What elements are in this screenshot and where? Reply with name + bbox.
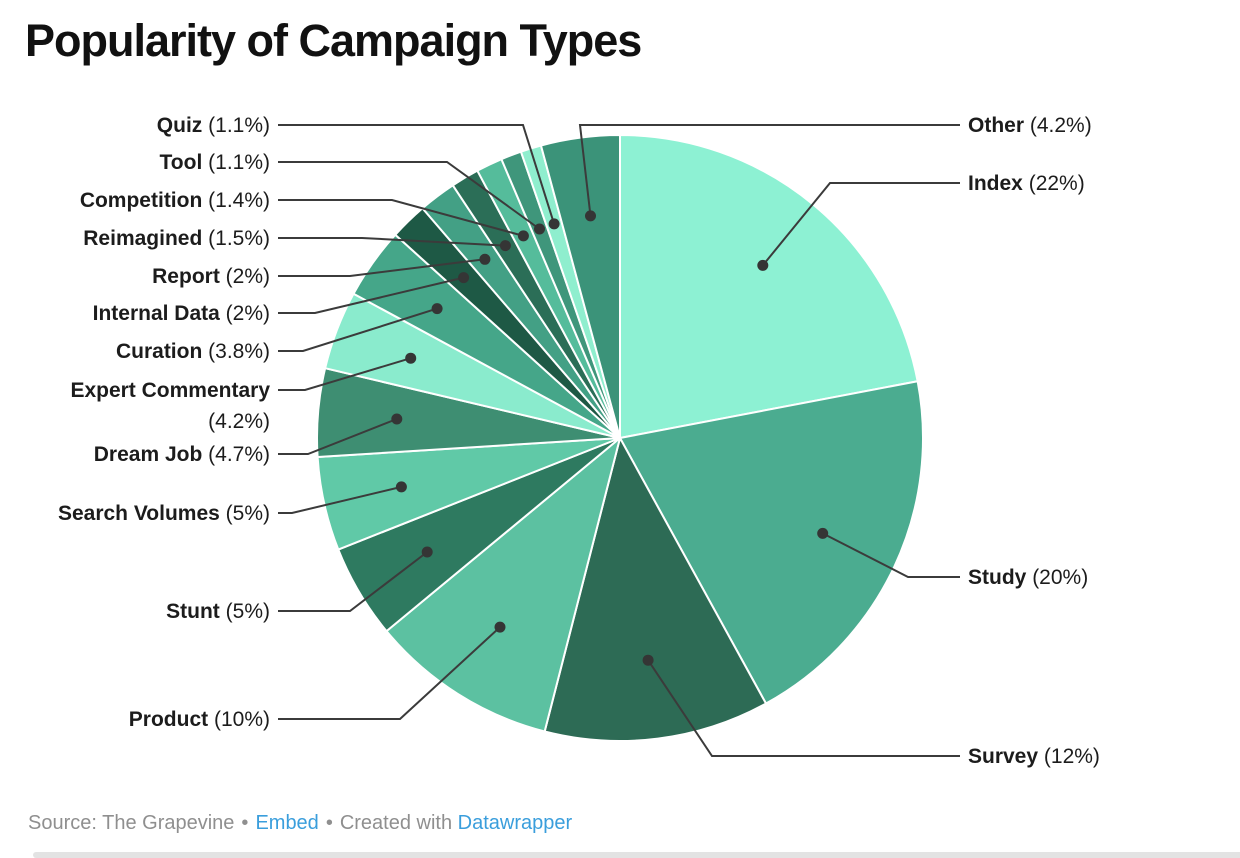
pie-label-name: Survey <box>968 745 1039 768</box>
leader-line-expert-commentary <box>278 357 411 391</box>
leader-dot-study <box>817 527 829 539</box>
leader-dot-index <box>757 259 769 271</box>
pie-label-stunt: Stunt (5%) <box>166 596 270 627</box>
leader-lines <box>278 124 960 757</box>
leader-dot-survey <box>642 654 654 666</box>
pie-label-tool: Tool (1.1%) <box>160 147 270 178</box>
pie-label-product: Product (10%) <box>129 704 270 735</box>
leader-dots <box>391 210 829 666</box>
pie-label-percent: (4.7%) <box>208 443 270 466</box>
pie-label-name: Dream Job <box>93 443 203 466</box>
pie-slice-study[interactable] <box>619 380 924 705</box>
pie-label-reimagined: Reimagined (1.5%) <box>83 223 270 254</box>
leader-dot-expert-commentary <box>405 352 417 364</box>
embed-link[interactable]: Embed <box>255 812 319 834</box>
pie-label-name: Search Volumes <box>57 502 220 525</box>
created-with-text: Created with <box>339 812 453 834</box>
pie-label-internal-data: Internal Data (2%) <box>93 298 270 329</box>
leader-line-survey <box>647 659 960 757</box>
pie-slices <box>316 134 924 742</box>
pie-label-percent: (5%) <box>225 600 270 623</box>
pie-label-percent: (1.5%) <box>208 227 270 250</box>
leader-dot-search-volumes <box>395 481 407 493</box>
leader-dot-other <box>585 210 596 222</box>
pie-label-other: Other (4.2%) <box>968 110 1092 141</box>
pie-label-study: Study (20%) <box>968 562 1088 593</box>
leader-line-quiz <box>278 124 556 225</box>
leader-dot-report <box>479 253 491 265</box>
leader-line-curation <box>278 307 438 352</box>
pie-label-name: Other <box>968 114 1025 137</box>
separator-dot: • <box>325 812 333 834</box>
pie-label-curation: Curation (3.8%) <box>116 336 270 367</box>
pie-label-name: Report <box>152 265 220 288</box>
leader-dot-product <box>494 621 506 633</box>
leader-line-dream-job <box>278 418 398 455</box>
leader-dot-reimagined <box>499 240 511 252</box>
leader-line-internal-data <box>278 276 464 314</box>
pie-label-percent: (2%) <box>225 265 270 288</box>
leader-line-tool <box>278 161 541 230</box>
pie-label-index: Index (22%) <box>968 168 1085 199</box>
leader-dot-competition <box>517 230 529 242</box>
pie-label-percent: (12%) <box>1043 745 1100 768</box>
pie-label-percent: (5%) <box>225 502 270 525</box>
leader-line-study <box>822 532 960 578</box>
leader-dot-quiz <box>548 218 560 230</box>
pie-label-expert-commentary: Expert Commentary (4.2%) <box>20 375 270 437</box>
pie-label-percent: (3.8%) <box>208 340 270 363</box>
leader-dot-dream-job <box>391 413 403 425</box>
pie-label-quiz: Quiz (1.1%) <box>157 110 270 141</box>
leader-dot-tool <box>534 223 545 235</box>
pie-label-percent: (1.1%) <box>208 114 270 137</box>
pie-label-percent: (4.2%) <box>208 410 270 433</box>
leader-line-index <box>762 182 960 267</box>
pie-label-name: Internal Data <box>92 302 220 325</box>
leader-line-stunt <box>278 551 428 612</box>
pie-label-percent: (22%) <box>1028 172 1085 195</box>
chart-title: Popularity of Campaign Types <box>25 15 642 66</box>
separator-dot: • <box>241 812 249 834</box>
pie-slice-product[interactable] <box>385 437 621 733</box>
pie-label-percent: (20%) <box>1032 566 1089 589</box>
leader-dot-stunt <box>421 546 433 558</box>
pie-label-name: Competition <box>79 189 203 212</box>
pie-label-name: Quiz <box>156 114 203 137</box>
pie-label-percent: (2%) <box>225 302 270 325</box>
pie-label-survey: Survey (12%) <box>968 741 1100 772</box>
leader-line-report <box>278 258 486 277</box>
pie-label-name: Tool <box>159 151 203 174</box>
leader-dot-curation <box>431 303 443 315</box>
leader-line-competition <box>278 199 524 237</box>
pie-label-percent: (1.1%) <box>208 151 270 174</box>
pie-label-name: Product <box>128 708 209 731</box>
pie-label-percent: (4.2%) <box>1029 114 1092 137</box>
pie-label-percent: (1.4%) <box>208 189 270 212</box>
pie-label-name: Index <box>968 172 1023 195</box>
datawrapper-link[interactable]: Datawrapper <box>457 812 573 834</box>
bottom-scrollbar <box>33 852 1240 858</box>
pie-label-dream-job: Dream Job (4.7%) <box>94 439 270 470</box>
pie-label-report: Report (2%) <box>152 261 270 292</box>
pie-label-name: Expert Commentary <box>70 379 270 402</box>
source-text: Source: The Grapevine <box>28 812 235 834</box>
pie-slice-other[interactable] <box>539 134 621 439</box>
leader-line-search-volumes <box>278 485 402 514</box>
pie-slice-survey[interactable] <box>543 437 767 742</box>
pie-label-name: Study <box>968 566 1027 589</box>
pie-label-name: Reimagined <box>83 227 203 250</box>
leader-line-reimagined <box>278 237 506 247</box>
pie-label-competition: Competition (1.4%) <box>80 185 270 216</box>
leader-line-product <box>278 626 501 720</box>
leader-dot-internal-data <box>458 272 470 284</box>
pie-label-name: Curation <box>115 340 203 363</box>
footer: Source: The Grapevine • Embed • Created with… <box>28 810 572 836</box>
pie-label-search-volumes: Search Volumes (5%) <box>58 498 270 529</box>
pie-label-name: Stunt <box>166 600 220 623</box>
pie-label-percent: (10%) <box>213 708 270 731</box>
leader-line-other <box>578 124 960 217</box>
